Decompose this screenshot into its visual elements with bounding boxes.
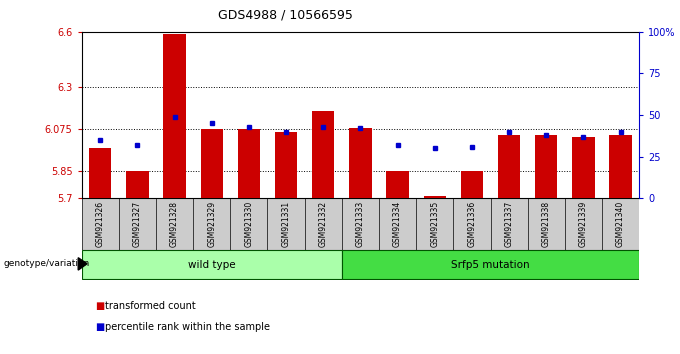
Bar [82,250,342,279]
Text: GSM921332: GSM921332 [319,201,328,247]
Text: GSM921327: GSM921327 [133,201,142,247]
Text: GSM921335: GSM921335 [430,201,439,247]
Text: GSM921329: GSM921329 [207,201,216,247]
Bar [461,171,483,198]
Text: Srfp5 mutation: Srfp5 mutation [452,259,530,270]
Text: GSM921338: GSM921338 [542,201,551,247]
Bar [609,135,632,198]
Polygon shape [78,258,87,270]
Bar [573,137,594,198]
Bar [89,148,112,198]
Bar [126,171,148,198]
Bar [163,34,186,198]
Text: genotype/variation: genotype/variation [3,259,90,268]
Text: wild type: wild type [188,259,235,270]
Text: GSM921333: GSM921333 [356,201,365,247]
Text: GSM921331: GSM921331 [282,201,290,247]
Text: transformed count: transformed count [105,301,196,311]
Text: GSM921337: GSM921337 [505,201,513,247]
Bar [424,196,446,198]
Text: GSM921328: GSM921328 [170,201,179,247]
Bar [350,128,371,198]
Text: GSM921339: GSM921339 [579,201,588,247]
Text: GDS4988 / 10566595: GDS4988 / 10566595 [218,9,353,22]
Text: GSM921326: GSM921326 [96,201,105,247]
Text: ■: ■ [95,322,105,332]
Bar [238,129,260,198]
Bar [275,132,297,198]
Bar [342,250,639,279]
Text: percentile rank within the sample: percentile rank within the sample [105,322,271,332]
Bar [312,112,335,198]
Text: GSM921340: GSM921340 [616,201,625,247]
Text: GSM921330: GSM921330 [244,201,254,247]
Text: GSM921334: GSM921334 [393,201,402,247]
Bar [386,171,409,198]
Text: ■: ■ [95,301,105,311]
Text: GSM921336: GSM921336 [467,201,477,247]
Bar [201,129,223,198]
Bar [498,135,520,198]
Bar [535,135,558,198]
